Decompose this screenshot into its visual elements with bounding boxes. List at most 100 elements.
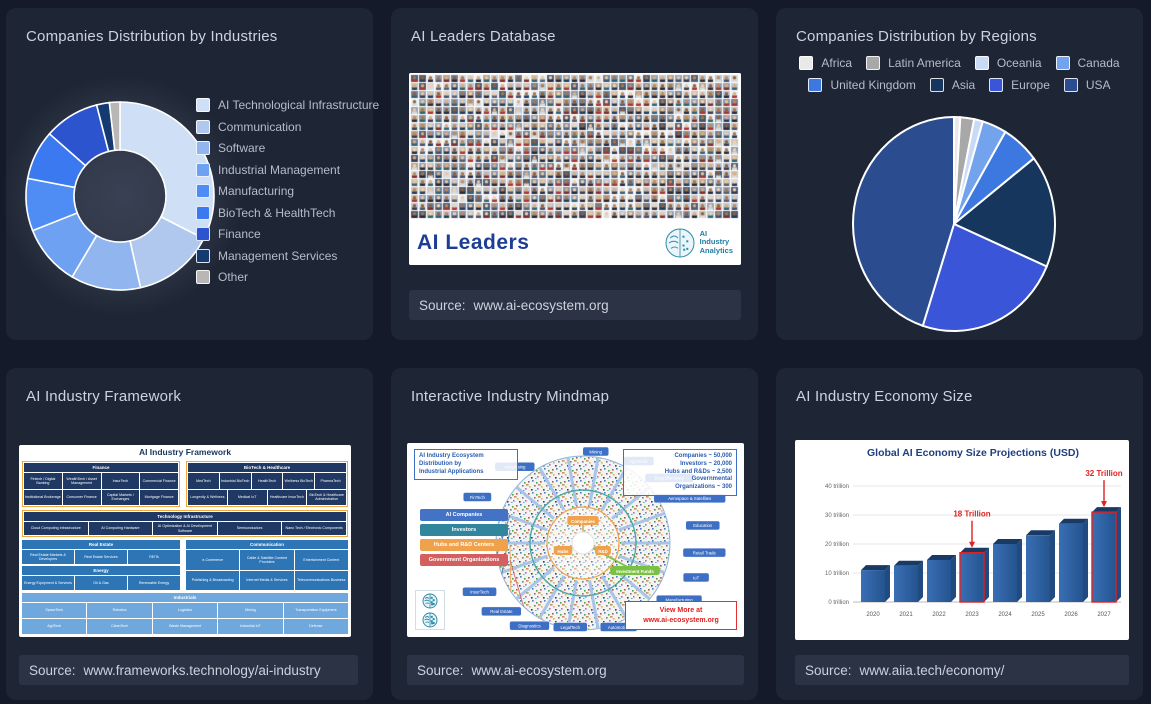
bar-2027[interactable] (1091, 507, 1121, 603)
mindmap-category-hubs-and-r-d-centers[interactable]: Hubs and R&D Centers (420, 539, 508, 551)
framework-cell-insurtech: InsurTech (101, 473, 140, 489)
framework-cell-agritech: AgriTech (22, 619, 87, 634)
panel-mindmap-title: Interactive Industry Mindmap (411, 388, 610, 405)
panel-industries-title: Companies Distribution by Industries (26, 28, 278, 45)
framework-cell-industrial-iot: Industrial IoT (218, 619, 283, 634)
framework-cell-longevity-wellness: Longevity & Wellness (188, 489, 227, 505)
source-url: www.ai-ecosystem.org (471, 662, 607, 678)
legend-label: Asia (951, 78, 976, 92)
legend-item-finance[interactable]: Finance (196, 227, 379, 241)
legend-item-other[interactable]: Other (196, 270, 379, 284)
x-tick-label: 2024 (998, 612, 1012, 618)
info-line: Distribution by (419, 460, 462, 467)
mindmap-center-node-hubs[interactable]: Hubs (553, 546, 573, 555)
framework-cell-real-estate-markets-developers: Real Estate Markets & Developers (22, 550, 74, 564)
framework-cell-spacetech: SpaceTech (22, 603, 87, 618)
bar-2021[interactable] (894, 560, 923, 602)
mindmap-label-retail-trade[interactable]: Retail Trade (682, 547, 726, 558)
economy-source-bar: Source: www.aiia.tech/economy/ (795, 655, 1129, 685)
mindmap-category-ai-companies[interactable]: AI Companies (420, 509, 508, 521)
bar-2026[interactable] (1059, 518, 1088, 602)
legend-item-asia[interactable]: Asia (929, 78, 976, 92)
legend-item-europe[interactable]: Europe (989, 78, 1050, 92)
legend-swatch (196, 141, 210, 155)
legend-item-ai-technological-infrastructure[interactable]: AI Technological Infrastructure (196, 98, 379, 112)
mindmap-label-legaltech[interactable]: LegalTech (552, 622, 588, 632)
framework-section-realestate: Real Estate Real Estate Markets & Develop… (22, 540, 180, 564)
framework-cell-nano-tech-electronic-components: Nano Tech / Electronic Components (282, 522, 346, 535)
legend-item-africa[interactable]: Africa (799, 56, 852, 70)
logo-text-line: AI (699, 228, 708, 238)
svg-text:IoT: IoT (693, 575, 700, 580)
framework-section-finance: Finance Fintech / Digital Banking WealthTe… (22, 461, 180, 507)
legend-item-latin-america[interactable]: Latin America (866, 56, 961, 70)
bar-2022[interactable] (927, 554, 956, 602)
legend-swatch (799, 56, 814, 70)
legend-label: Oceania (996, 56, 1042, 70)
mindmap-category-government-organizations[interactable]: Government Organizations (420, 554, 508, 566)
mindmap-center-node-companies[interactable]: Companies (567, 516, 599, 525)
framework-section-header: Communication (186, 540, 348, 549)
mindmap-category-investors[interactable]: Investors (420, 524, 508, 536)
donut-slice-other[interactable] (108, 101, 121, 152)
legend-item-united-kingdom[interactable]: United Kingdom (808, 78, 916, 92)
panel-economy-title: AI Industry Economy Size (796, 388, 973, 405)
framework-cell-reits: REITs (128, 550, 180, 564)
bar-2020[interactable] (861, 565, 890, 602)
bar-2024[interactable] (993, 539, 1022, 602)
source-label: Source: (805, 662, 852, 678)
mindmap-center-node-investment-funds[interactable]: Investment Funds (610, 566, 660, 575)
legend-item-usa[interactable]: USA (1063, 78, 1111, 92)
legend-item-software[interactable]: Software (196, 141, 379, 155)
mindmap-source-bar: Source: www.ai-ecosystem.org (407, 655, 744, 685)
stats-line: Governmental (691, 476, 732, 483)
legend-label: AI Technological Infrastructure (218, 98, 380, 112)
legend-item-communication[interactable]: Communication (196, 119, 379, 134)
framework-cell-healthtech: HealthTech (251, 473, 283, 489)
framework-cell-waste-management: Waste Management (152, 619, 218, 634)
regions-pie-chart[interactable] (776, 8, 1143, 340)
legend-item-oceania[interactable]: Oceania (974, 56, 1042, 70)
framework-cell-logistics: Logistics (152, 603, 218, 618)
framework-section-header: Finance (24, 463, 178, 472)
svg-text:Companies: Companies (571, 519, 595, 524)
mindmap-view-more[interactable]: View More at www.ai-ecosystem.org (625, 601, 737, 630)
legend-item-canada[interactable]: Canada (1055, 56, 1120, 70)
legend-item-industrial-management[interactable]: Industrial Management (196, 162, 379, 177)
mindmap-label-insurtech[interactable]: InsurTech (462, 587, 497, 597)
legend-item-management-services[interactable]: Management Services (196, 248, 379, 263)
mindmap-label-education[interactable]: Education (685, 520, 721, 531)
bar-2025[interactable] (1026, 530, 1055, 602)
legend-label: Manufacturing (218, 184, 295, 198)
legend-swatch (196, 162, 210, 177)
framework-cell-telecommunications-business: Telecommunications Business (294, 570, 348, 590)
view-more-line: View More at (659, 607, 703, 615)
industries-donut-chart[interactable] (6, 8, 373, 340)
mindmap-stats-box: Companies ~ 50,000 Investors ~ 20,000 Hubs… (623, 449, 737, 496)
legend-label: BioTech & HealthTech (218, 205, 336, 220)
framework-cell-robotics: Robotics (87, 603, 152, 618)
pie-slice-europe[interactable] (921, 222, 1048, 332)
svg-text:Aerospace & Satellites: Aerospace & Satellites (668, 496, 711, 501)
framework-cell-biotech-healthcare-administration: BioTech & Healthcare Administration (307, 489, 346, 505)
legend-label: Industrial Management (218, 162, 341, 177)
legend-item-biotech-healthtech[interactable]: BioTech & HealthTech (196, 205, 379, 220)
svg-text:Mining: Mining (589, 449, 602, 454)
mindmap-label-diagnostics[interactable]: Diagnostics (509, 620, 550, 631)
svg-text:InsurTech: InsurTech (470, 590, 489, 595)
mindmap-label-fintech[interactable]: FinTech (462, 492, 492, 502)
framework-image[interactable]: AI Industry Framework Finance Fintech / Di… (19, 445, 351, 637)
pie-slice-asia[interactable] (952, 156, 1056, 268)
mindmap-label-real-estate[interactable]: Real Estate (481, 606, 522, 617)
mindmap-center-node-r-d[interactable]: R&D (595, 546, 611, 555)
bar-2023[interactable] (959, 547, 989, 603)
pie-slice-usa[interactable] (852, 115, 955, 328)
legend-item-manufacturing[interactable]: Manufacturing (196, 184, 379, 198)
mindmap-label-iot[interactable]: IoT (682, 572, 710, 583)
mindmap-label-mining[interactable]: Mining (582, 446, 610, 457)
legend-swatch (1063, 78, 1078, 92)
svg-text:FinTech: FinTech (470, 495, 486, 500)
leaders-image[interactable]: AI Leaders AI Industry Analytics (409, 73, 741, 265)
